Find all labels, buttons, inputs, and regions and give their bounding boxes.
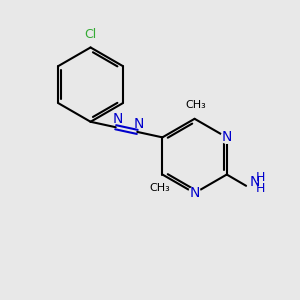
Text: CH₃: CH₃ xyxy=(186,100,206,110)
Text: Cl: Cl xyxy=(84,28,97,41)
Text: H: H xyxy=(256,182,266,195)
Text: N: N xyxy=(189,186,200,200)
Text: N: N xyxy=(134,117,144,131)
Circle shape xyxy=(221,131,233,143)
Text: CH₃: CH₃ xyxy=(149,183,170,193)
Text: N: N xyxy=(222,130,232,144)
Text: N: N xyxy=(250,175,260,189)
Text: H: H xyxy=(256,171,266,184)
Text: N: N xyxy=(112,112,123,126)
Circle shape xyxy=(189,187,200,199)
